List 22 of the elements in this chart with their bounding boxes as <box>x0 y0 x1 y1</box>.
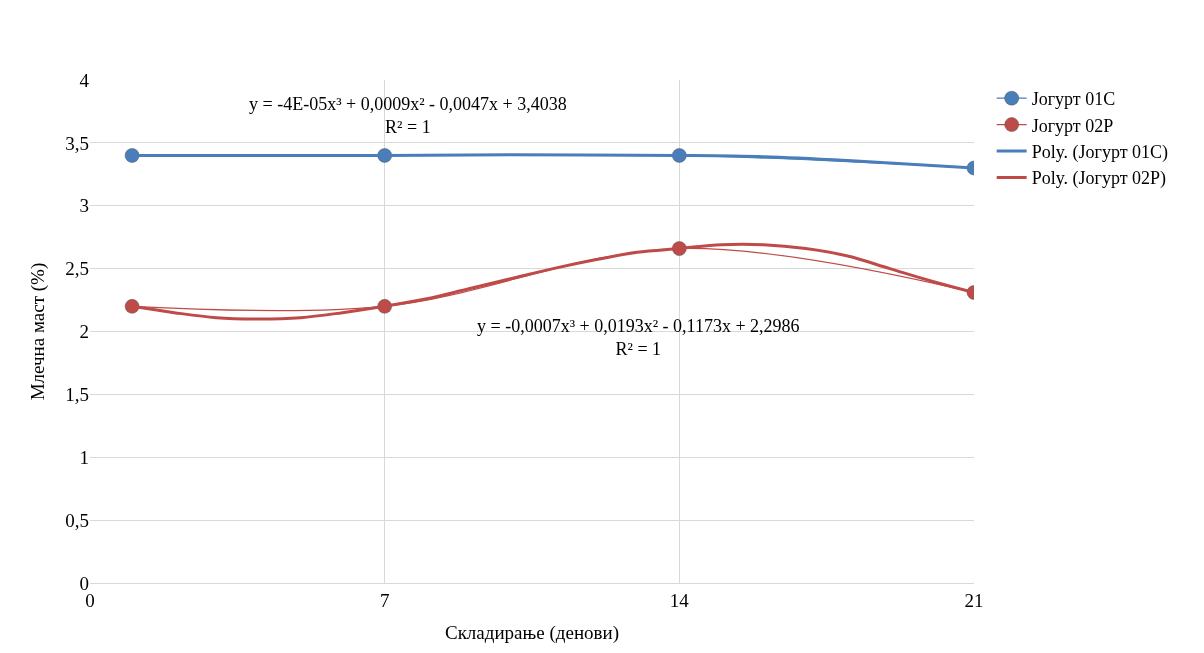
x-axis-title: Складирање (денови) <box>444 621 620 644</box>
point <box>124 148 140 163</box>
x-tick-label: 21 <box>964 589 984 611</box>
y-tick-label: 1,5 <box>65 384 89 406</box>
y-axis-title: Млечна маст (%) <box>27 262 50 401</box>
y-tick-label: 2 <box>79 321 89 343</box>
annotation: y = -0,0007x³ + 0,0193x² - 0,1173x + 2,2986 R² = 1 <box>477 316 800 360</box>
x-tick-label: 7 <box>379 589 390 611</box>
legend-label: Јогурт 01С <box>1031 89 1116 110</box>
y-tick-label: 3,5 <box>65 132 89 154</box>
legend-label: Poly. (Јогурт 02Р) <box>1031 168 1167 190</box>
y-tick-label: 2,5 <box>65 258 89 280</box>
legend-label: Јогурт 02Р <box>1031 115 1114 136</box>
y-tick-label: 4 <box>79 69 90 91</box>
y-tick-label: 0 <box>79 572 89 594</box>
legend-label: Poly. (Јогурт 01С) <box>1031 142 1169 164</box>
annotation: y = -4E-05x³ + 0,0009x² - 0,0047x + 3,4038 R² = 1 <box>249 94 567 138</box>
y-tick-label: 1 <box>79 446 89 468</box>
y-tick-label: 3 <box>79 195 89 217</box>
point <box>124 299 140 314</box>
y-tick-label: 0,5 <box>65 509 89 531</box>
x-tick-label: 14 <box>669 589 690 611</box>
